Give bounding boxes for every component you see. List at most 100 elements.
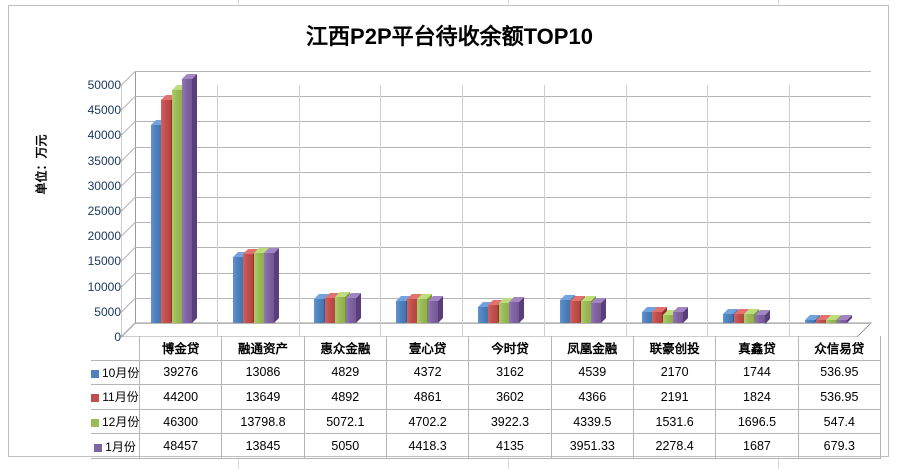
bar-front-face — [498, 303, 509, 323]
bar-front-face — [673, 311, 684, 323]
bar-group[interactable] — [380, 85, 462, 337]
bar-front-face — [662, 315, 673, 323]
bar-front-face — [488, 304, 499, 323]
bar-front-face — [509, 302, 520, 323]
table-column-header: 真鑫贷 — [715, 336, 799, 361]
y-axis-tick-labels: 50000 45000 40000 35000 30000 25000 20000 15000… — [43, 71, 121, 343]
table-cell-value: 2278.4 — [632, 433, 717, 459]
bar-group[interactable] — [299, 85, 381, 337]
bar-group[interactable] — [626, 85, 708, 337]
table-column-header: 凤凰金融 — [550, 336, 634, 361]
chart-title: 江西P2P平台待收余额TOP10 — [306, 24, 593, 49]
category-separator — [462, 85, 464, 337]
bar-front-face — [314, 298, 325, 323]
bar-front-face — [652, 311, 663, 323]
y-axis-tick-label: 25000 — [87, 204, 121, 218]
category-separator — [216, 85, 218, 337]
table-cell-value: 536.95 — [797, 384, 882, 410]
table-cell-value: 679.3 — [797, 433, 882, 459]
gridline — [135, 247, 871, 249]
table-row: 12月份 46300 13798.8 5072.1 4702.2 3922.3 4339.5… — [91, 408, 882, 435]
bar-front-face — [805, 320, 816, 323]
bar-front-face — [815, 320, 826, 323]
table-cell-value: 1687 — [715, 433, 799, 459]
chart-object-frame[interactable]: 江西P2P平台待收余额TOP10 单位：万元 50000 45000 40000 35… — [8, 5, 889, 459]
bar-group[interactable] — [462, 85, 544, 337]
gridline — [135, 96, 871, 98]
legend-label: 11月份 — [102, 390, 139, 405]
bar-group[interactable] — [135, 73, 217, 337]
category-separator — [707, 85, 709, 337]
y-axis-tick-label: 50000 — [87, 78, 121, 92]
table-cell-value: 3602 — [468, 384, 552, 410]
table-cell-value: 4339.5 — [550, 408, 634, 435]
bar-group[interactable] — [789, 85, 871, 337]
bar-front-face — [264, 253, 275, 323]
table-cell-value: 2170 — [632, 359, 717, 386]
gridline — [135, 197, 871, 198]
y-axis-tick-label: 45000 — [87, 103, 121, 118]
legend-label: 10月份 — [102, 365, 140, 380]
y-axis-tick-label: 20000 — [87, 229, 121, 244]
y-axis-tick-label: 15000 — [87, 254, 121, 269]
bar-side-face — [519, 297, 525, 323]
table-cell-value: 4418.3 — [385, 433, 470, 459]
table-cell-value: 4892 — [303, 384, 387, 410]
table-row: 11月份 44200 13649 4892 4861 3602 4366 2191 1824 53… — [91, 384, 882, 410]
bar-front-face — [754, 314, 765, 323]
bar-group[interactable] — [544, 85, 626, 337]
category-separator — [543, 85, 545, 337]
bar-front-face — [150, 125, 161, 323]
table-cell-value: 1696.5 — [715, 408, 799, 435]
table-cell-value: 13649 — [221, 384, 305, 410]
table-cell-value: 3162 — [468, 359, 552, 386]
bar-front-face — [243, 254, 254, 323]
y-axis-tick-label: 0 — [114, 330, 121, 344]
table-column-header: 壹心贷 — [385, 336, 470, 361]
legend-entry[interactable]: 1月份 — [91, 433, 140, 459]
bar-front-face — [723, 314, 734, 323]
y-axis-tick-label: 35000 — [87, 153, 121, 168]
table-cell-value: 5050 — [303, 433, 387, 459]
legend-entry[interactable]: 11月份 — [91, 384, 140, 410]
table-cell-value: 536.95 — [797, 359, 882, 386]
bar-front-face — [427, 300, 438, 323]
chart-data-table[interactable]: 博金贷 融通资产 惠众金融 壹心贷 今时贷 凤凰金融 联豪创投 真鑫贷 众信易贷 10月份 392… — [91, 336, 882, 459]
table-cell-value: 4372 — [385, 359, 470, 386]
gridline — [135, 323, 871, 324]
table-column-header: 融通资产 — [221, 336, 305, 361]
table-cell-value: 4702.2 — [385, 408, 470, 435]
bar-front-face — [335, 297, 346, 323]
table-cell-value: 1531.6 — [632, 408, 717, 435]
gridline — [135, 171, 871, 173]
bar-front-face — [253, 253, 264, 323]
table-row: 10月份 39276 13086 4829 4372 3162 4539 2170 1744 53… — [91, 359, 882, 386]
bar-group[interactable] — [707, 85, 789, 337]
bar-side-face — [192, 73, 198, 323]
bar-series-container[interactable] — [121, 71, 881, 337]
table-header-row: 博金贷 融通资产 惠众金融 壹心贷 今时贷 凤凰金融 联豪创投 真鑫贷 众信易贷 — [91, 336, 882, 361]
gridline — [135, 272, 871, 274]
bar-front-face — [232, 257, 243, 323]
legend-color-swatch — [94, 443, 103, 452]
y-axis-tick-label: 10000 — [87, 279, 121, 294]
table-column-header: 众信易贷 — [797, 336, 882, 361]
bar-front-face — [826, 320, 837, 323]
category-separator — [625, 85, 627, 337]
table-body: 10月份 39276 13086 4829 4372 3162 4539 2170 1744 53… — [91, 359, 882, 459]
bar-group[interactable] — [217, 85, 299, 337]
legend-entry[interactable]: 12月份 — [91, 408, 140, 435]
bar-front-face — [324, 298, 335, 323]
legend-entry[interactable]: 10月份 — [91, 359, 140, 386]
table-cell-value: 5072.1 — [303, 408, 387, 435]
y-axis-tick-label: 5000 — [94, 304, 121, 319]
bar-front-face — [559, 300, 570, 323]
bar-front-face — [744, 314, 755, 323]
legend-label: 12月份 — [102, 415, 140, 430]
table-row: 1月份 48457 13845 5050 4418.3 4135 3951.33 2278.4… — [91, 433, 882, 459]
gridline — [135, 222, 871, 224]
bar-front-face — [406, 298, 417, 323]
plot-area[interactable] — [120, 71, 881, 338]
bar-front-face — [171, 89, 182, 323]
bar-front-face — [580, 301, 591, 323]
